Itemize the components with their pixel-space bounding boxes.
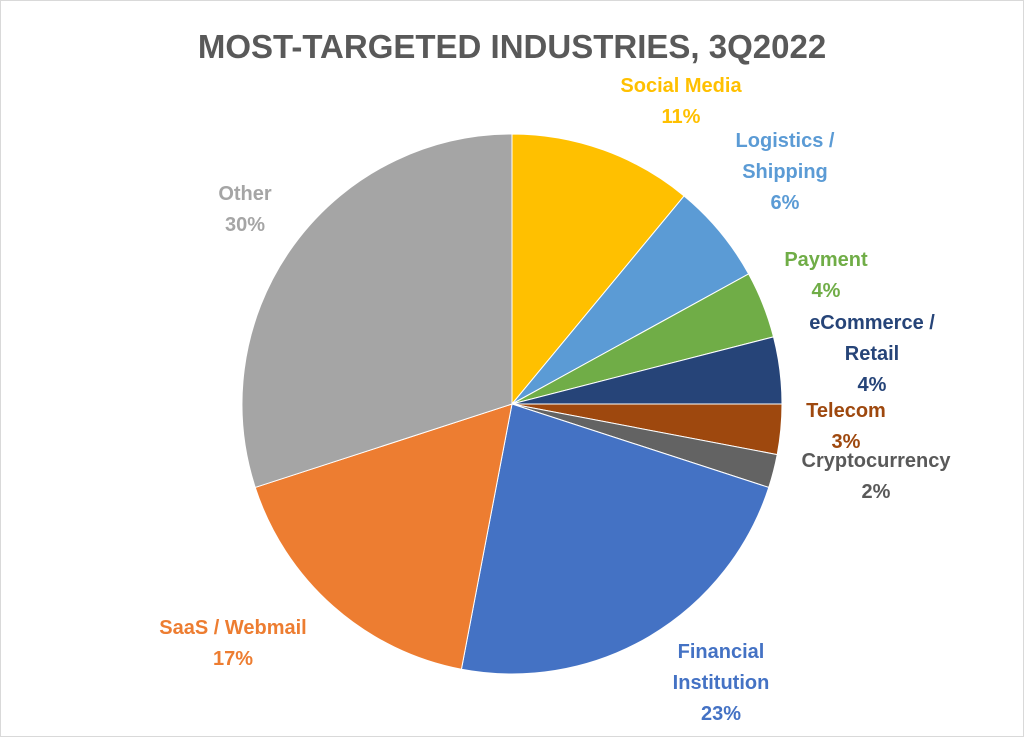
slice-name-other: Other bbox=[218, 183, 272, 205]
slice-value-other: 30% bbox=[225, 214, 265, 236]
slice-label-cryptocurrency: Cryptocurrency 2% bbox=[802, 450, 952, 503]
slice-label-ecommerce: eCommerce / Retail 4% bbox=[809, 312, 935, 396]
slice-labels: Social Media 11% Logistics / Shipping 6% Paym… bbox=[159, 75, 951, 725]
slice-value-ecommerce: 4% bbox=[858, 374, 887, 396]
chart-title: MOST-TARGETED INDUSTRIES, 3Q2022 bbox=[198, 28, 826, 65]
slice-name-logistics: Logistics / bbox=[736, 130, 835, 152]
slice-label-saas: SaaS / Webmail 17% bbox=[159, 617, 306, 670]
slice-name-telecom: Telecom bbox=[806, 400, 886, 422]
slice-label-social-media: Social Media 11% bbox=[620, 75, 742, 128]
slice-name-saas: SaaS / Webmail bbox=[159, 617, 306, 639]
slice-value-logistics: 6% bbox=[771, 192, 800, 214]
slice-value-cryptocurrency: 2% bbox=[862, 481, 891, 503]
slice-name-financial: Institution bbox=[673, 672, 770, 694]
slice-name-ecommerce: eCommerce / bbox=[809, 312, 935, 334]
slice-label-other: Other 30% bbox=[218, 183, 272, 236]
slice-value-telecom: 3% bbox=[832, 431, 861, 453]
slice-name-ecommerce: Retail bbox=[845, 343, 899, 365]
pie-slice-social-media bbox=[511, 133, 685, 406]
slice-name-payment: Payment bbox=[784, 249, 868, 271]
slice-value-payment: 4% bbox=[812, 280, 841, 302]
slice-name-cryptocurrency: Cryptocurrency bbox=[802, 450, 952, 472]
slice-name-logistics: Shipping bbox=[742, 161, 828, 183]
slice-label-payment: Payment 4% bbox=[784, 249, 868, 302]
slice-value-financial: 23% bbox=[701, 703, 741, 725]
pie-slice-saas bbox=[254, 403, 513, 670]
slice-name-financial: Financial bbox=[678, 641, 765, 663]
slice-label-telecom: Telecom 3% bbox=[806, 400, 886, 453]
pie-slices bbox=[241, 133, 783, 675]
slice-value-social-media: 11% bbox=[662, 106, 701, 128]
pie-slice-other bbox=[241, 133, 513, 489]
slice-label-financial: Financial Institution 23% bbox=[673, 641, 770, 725]
slice-value-saas: 17% bbox=[213, 648, 253, 670]
slice-name-social-media: Social Media bbox=[620, 75, 742, 97]
slice-label-logistics: Logistics / Shipping 6% bbox=[736, 130, 835, 214]
pie-slice-financial bbox=[460, 403, 770, 675]
